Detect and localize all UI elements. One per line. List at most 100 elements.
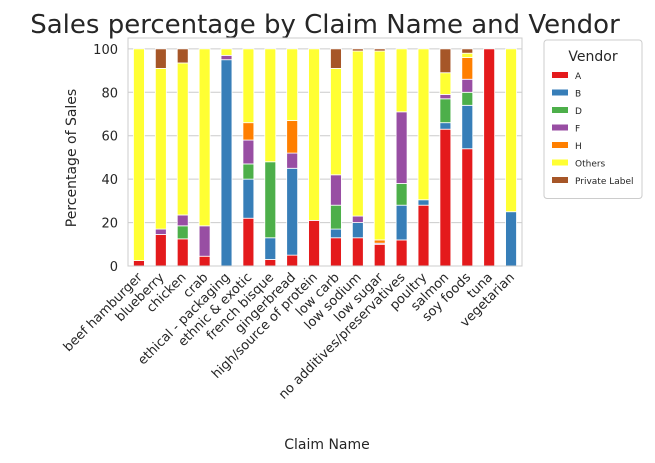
bar-segment [154,48,167,69]
bar-segment [242,48,255,124]
bar-segment [330,174,342,206]
bar-segment [439,128,452,267]
bar-segment [373,243,386,267]
legend-entry: B [575,90,581,100]
bar-segment [154,234,167,267]
legend-entry: H [575,142,582,152]
bar-segment [176,238,189,267]
bar-segment [351,215,364,223]
bar-segment [373,48,386,52]
bar-segment [242,139,255,165]
bar-segment [286,120,299,154]
y-axis-ticks: 0 20 40 60 80 100 [93,43,118,275]
bar-segment [439,122,452,130]
y-tick-label: 80 [101,86,118,101]
bar-segment [308,219,320,267]
bar-segment [198,255,211,267]
x-axis-label: Claim Name [284,437,370,453]
legend-title: Vendor [568,49,617,65]
bar-segment [351,50,364,217]
bar-segment [133,260,145,267]
legend-swatch [552,72,568,78]
bar-segment [351,48,364,52]
bar-segment [395,183,408,206]
bar-segment [286,48,299,121]
bar-segment [461,57,474,80]
bar-segment [330,204,342,230]
y-tick-label: 100 [93,43,118,58]
bars-layer [133,48,517,267]
bar-segment [351,222,364,239]
bar-segment [286,254,299,267]
legend-entry: D [575,107,582,117]
bar-segment [439,94,452,100]
bar-segment [242,122,255,141]
bar-segment [395,48,408,113]
y-tick-label: 60 [101,130,118,145]
bar-segment [417,204,430,267]
bar-segment [308,48,320,221]
bar-segment [286,152,299,169]
bar-segment [330,68,342,176]
bar-segment [439,98,452,124]
bar-segment [330,237,342,267]
bar-segment [439,72,452,95]
bar-segment [417,199,430,206]
y-tick-label: 40 [101,173,118,188]
legend-entry: F [575,125,580,135]
bar-segment [264,48,277,163]
bar-segment [220,54,233,61]
legend-swatch [552,142,568,148]
legend-entry: Private Label [575,177,634,187]
bar-segment [198,225,211,257]
bar-segment [461,91,474,106]
bar-segment [461,52,474,58]
bar-segment [176,225,189,240]
bar-segment [198,48,211,227]
legend-frame [543,39,643,199]
bar-segment [461,104,474,150]
bar-segment [176,214,189,227]
x-axis-ticks: beef hamburgerblueberrychickencrabethica… [61,270,518,403]
legend-entry: Others [575,160,606,170]
bar-segment [264,259,277,267]
bar-segment [483,48,496,267]
bar-segment [439,48,452,74]
legend-swatch [552,107,568,113]
bar-segment [330,48,342,69]
bar-segment [154,228,167,235]
bar-segment [220,48,233,56]
y-axis-label: Percentage of Sales [64,89,80,227]
y-tick-label: 0 [110,260,118,275]
legend-swatch [552,89,568,96]
bar-segment [264,161,277,239]
bar-segment [330,228,342,239]
bar-segment [395,111,408,184]
bar-segment [395,239,408,267]
bar-segment [264,237,277,260]
bar-segment [395,204,408,241]
bar-segment [417,48,430,201]
chart-title: Sales percentage by Claim Name and Vendo… [30,10,620,40]
legend-swatch [552,159,568,166]
bar-segment [505,48,517,213]
bar-segment [133,48,145,261]
legend-swatch [552,124,568,131]
bar-segment [176,62,189,216]
bar-segment [373,50,386,241]
bar-segment [154,68,167,230]
bar-segment [242,217,255,267]
plot-frame [127,37,523,267]
bar-segment [286,167,299,256]
bar-segment [242,163,255,180]
bar-segment [242,178,255,219]
bar-segment [461,148,474,267]
bar-segment [351,237,364,267]
bar-segment [461,48,474,54]
legend-entry: A [575,72,582,82]
bar-segment [176,48,189,64]
y-tick-label: 20 [101,217,118,232]
